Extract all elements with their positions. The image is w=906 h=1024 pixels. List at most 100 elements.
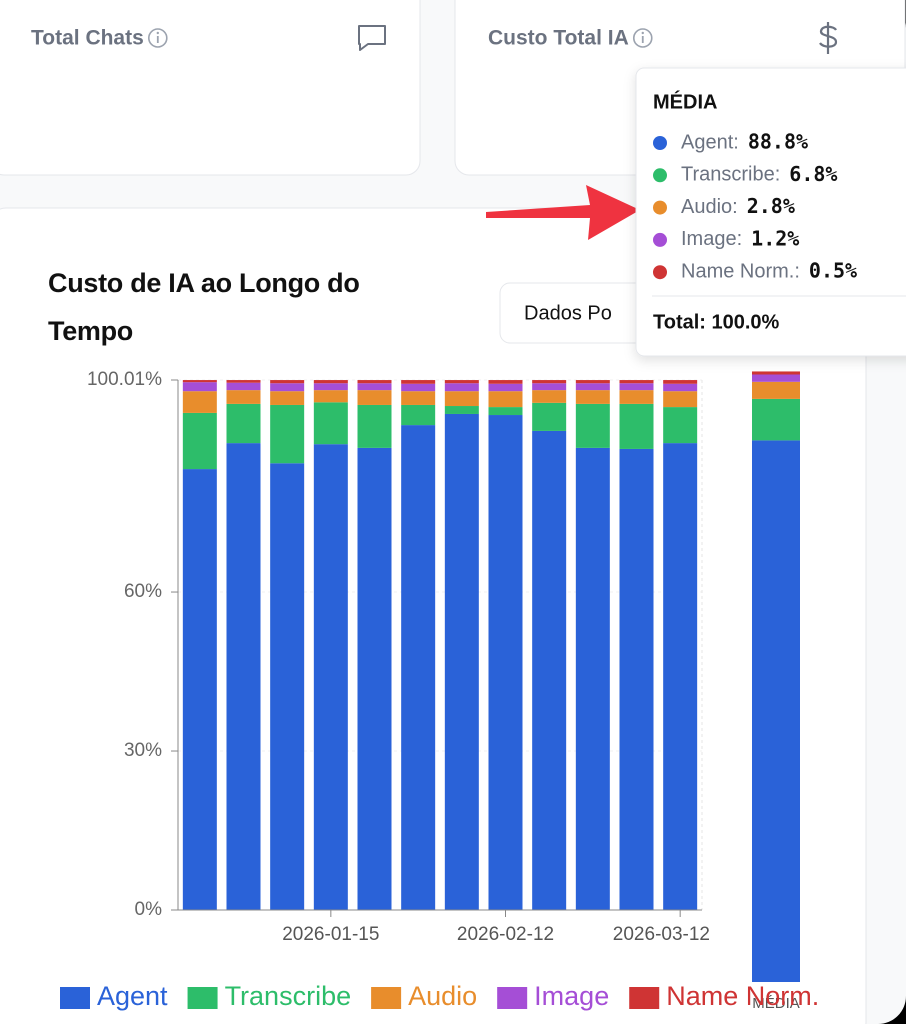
chat-icon — [358, 25, 386, 51]
card-title: Total Chats — [31, 27, 144, 50]
bar-segment — [226, 443, 261, 910]
average-bar-segment — [752, 371, 800, 375]
bar-segment — [663, 391, 698, 408]
legend-label: Name Norm. — [666, 981, 819, 1011]
tooltip: MÉDIA Agent: 88.8% Transcribe: 6.8% Audio: 2.… — [635, 67, 906, 357]
bar-segment — [532, 430, 567, 910]
bar-segment — [226, 403, 261, 444]
x-tick-label: 2026-01-15 — [282, 924, 379, 945]
legend-swatch — [371, 987, 402, 1009]
bar-segment — [619, 390, 654, 404]
average-label: MÉDIA — [752, 995, 800, 1012]
legend-swatch — [497, 987, 528, 1009]
average-bar-segment — [752, 440, 800, 983]
bar-segment — [575, 403, 610, 448]
y-tick-label: 0% — [135, 899, 163, 920]
tooltip-value: 1.2% — [751, 226, 799, 250]
bar-segment — [401, 425, 436, 910]
bar-segment — [357, 390, 392, 405]
bar-segment — [444, 383, 479, 392]
bar-segment — [357, 383, 392, 391]
bar-segment — [313, 402, 348, 445]
legend-swatch — [60, 987, 90, 1009]
bar-segment — [663, 407, 698, 444]
bar-segment — [532, 383, 567, 391]
dollar-icon — [819, 22, 838, 54]
tooltip-label: Transcribe: — [681, 164, 780, 186]
bar-segment — [270, 463, 305, 910]
y-tick-label: 100.01% — [87, 369, 162, 390]
tooltip-dot — [653, 232, 667, 247]
tooltip-title: MÉDIA — [653, 90, 717, 113]
tooltip-value: 6.8% — [789, 162, 837, 186]
x-tick-label: 2026-02-12 — [457, 924, 554, 945]
bar-segment — [270, 404, 305, 464]
bar-segment — [663, 443, 698, 910]
bar-segment — [575, 380, 610, 384]
bar-segment — [488, 380, 523, 384]
card — [0, 0, 421, 176]
bar-segment — [182, 469, 217, 910]
info-dot — [641, 31, 644, 35]
info-circle — [147, 28, 168, 48]
legend-label: Image — [534, 981, 609, 1011]
annotation-arrow — [486, 185, 640, 240]
bar-segment — [226, 390, 261, 404]
bar-segment — [488, 407, 523, 416]
bar-segment — [182, 380, 217, 383]
bar-segment — [575, 447, 610, 910]
bar-segment — [488, 391, 523, 408]
bar-segment — [444, 380, 479, 384]
tooltip-box — [635, 67, 906, 357]
bar-segment — [401, 404, 436, 426]
bar-segment — [357, 380, 392, 384]
legend-label: Transcribe — [225, 981, 352, 1011]
tooltip-label: Name Norm.: — [681, 260, 800, 282]
tooltip-value: 2.8% — [747, 194, 795, 218]
bar-segment — [401, 391, 436, 405]
bar-segment — [313, 390, 348, 403]
bar-segment — [357, 404, 392, 448]
bar-segment — [444, 406, 479, 414]
average-bar-segment — [752, 381, 800, 399]
bar-segment — [444, 391, 479, 407]
bar-segment — [313, 380, 348, 384]
info-icon — [147, 28, 168, 48]
bar-segment — [488, 383, 523, 392]
info-icon — [632, 28, 653, 48]
tooltip-dot — [653, 200, 667, 215]
bar-segment — [182, 412, 217, 470]
legend-label: Agent — [97, 981, 168, 1011]
bar-segment — [226, 382, 261, 391]
bar-segment — [532, 402, 567, 431]
bar-segment — [619, 448, 654, 910]
bar-segment — [270, 380, 305, 384]
bar-segment — [619, 383, 654, 391]
bar-segment — [575, 390, 610, 404]
legend-swatch — [187, 987, 218, 1009]
tooltip-dot — [653, 265, 667, 280]
bar-segment — [575, 383, 610, 391]
bar-segment — [663, 383, 698, 392]
bar-segment — [619, 403, 654, 449]
bar-segment — [401, 380, 436, 384]
bar-segment — [357, 447, 392, 910]
dropdown-label[interactable]: Dados Po — [524, 302, 612, 324]
y-tick-label: 30% — [124, 740, 162, 761]
bar-segment — [619, 380, 654, 384]
average-bar-segment — [752, 374, 800, 382]
tooltip-label: Image: — [681, 228, 742, 250]
bar-segment — [182, 382, 217, 392]
card-title: Custo Total IA — [488, 27, 629, 50]
tooltip-label: Agent: — [681, 131, 739, 153]
tooltip-value: 0.5% — [809, 259, 857, 283]
tooltip-total: Total: 100.0% — [653, 311, 780, 333]
bar-segment — [532, 390, 567, 403]
bar-segment — [182, 391, 217, 413]
legend-label: Audio — [408, 981, 477, 1011]
chart-title: Custo de IA ao Longo do Tempo — [48, 268, 360, 346]
tooltip-label: Audio: — [681, 196, 738, 218]
y-tick-label: 60% — [124, 581, 162, 602]
bar-segment — [401, 383, 436, 392]
